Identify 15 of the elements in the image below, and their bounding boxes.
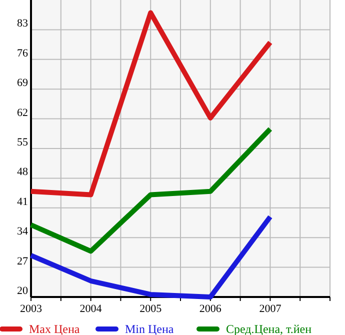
y-tick-label: 62 — [17, 106, 28, 119]
x-tick-label: 2003 — [20, 303, 42, 315]
x-tick-label: 2007 — [259, 303, 282, 315]
y-tick-label: 55 — [17, 136, 28, 148]
y-tick-label: 27 — [17, 255, 28, 268]
y-tick-label: 48 — [17, 166, 28, 178]
y-tick-label: 20 — [17, 285, 28, 297]
y-tick-label: 69 — [17, 77, 28, 90]
x-tick-label: 2004 — [80, 303, 102, 315]
x-tick-label: 2006 — [199, 303, 222, 315]
y-tick-label: 34 — [17, 226, 28, 238]
x-tick-label: 2005 — [140, 303, 162, 315]
y-tick-label: 76 — [17, 47, 28, 60]
y-tick-label: 83 — [17, 18, 28, 30]
y-tick-label: 41 — [17, 196, 28, 208]
